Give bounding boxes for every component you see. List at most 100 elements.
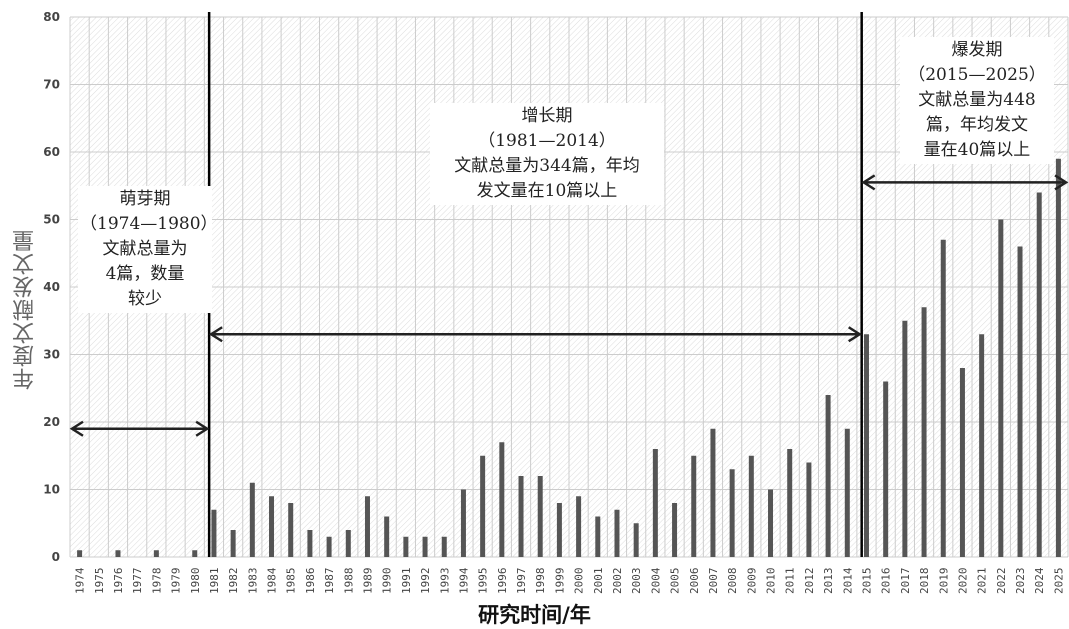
x-tick-label: 2013 xyxy=(822,568,835,595)
bar xyxy=(77,550,83,557)
y-tick-label: 10 xyxy=(43,483,60,497)
arrow-growth-period xyxy=(208,326,863,343)
x-tick-label: 2009 xyxy=(745,568,758,595)
y-tick-label: 70 xyxy=(43,78,60,92)
annotation-line: 4篇，数量 xyxy=(105,264,185,284)
period-arrows xyxy=(69,174,1069,437)
x-tick-label: 2005 xyxy=(669,568,682,595)
x-tick-label: 2017 xyxy=(899,568,912,595)
x-tick-label: 2022 xyxy=(995,568,1008,595)
arrow-head-left xyxy=(208,326,223,343)
x-tick-label: 1977 xyxy=(131,568,144,595)
x-tick-label: 2016 xyxy=(880,568,893,595)
x-tick-label: 2021 xyxy=(976,568,989,595)
x-tick-label: 1988 xyxy=(342,568,355,595)
x-tick-label: 2014 xyxy=(841,567,854,594)
x-tick-label: 1990 xyxy=(381,568,394,595)
x-tick-label: 1997 xyxy=(515,568,528,595)
bar xyxy=(460,489,466,557)
x-tick-labels: 1974 1975 1976 1977 1978 1979 1980 1981 1982 1983… xyxy=(74,567,1066,594)
bar xyxy=(307,530,313,557)
annotation-line: 文献总量为448 xyxy=(918,90,1036,110)
bar xyxy=(940,239,946,557)
bar xyxy=(211,509,217,557)
x-tick-label: 2010 xyxy=(765,568,778,595)
x-tick-label: 1987 xyxy=(323,568,336,595)
bar xyxy=(595,516,601,557)
bar xyxy=(633,523,639,557)
x-tick-label: 1986 xyxy=(304,568,317,595)
x-tick-label: 2004 xyxy=(649,567,662,594)
bar xyxy=(1036,192,1042,557)
x-tick-label: 1996 xyxy=(496,568,509,595)
bar xyxy=(422,536,428,557)
bar xyxy=(902,320,908,557)
y-tick-label: 30 xyxy=(43,348,60,362)
x-tick-label: 2024 xyxy=(1033,567,1046,594)
x-tick-label: 1989 xyxy=(361,568,374,595)
x-tick-label: 1991 xyxy=(400,568,413,595)
bar xyxy=(518,476,524,557)
bar xyxy=(748,455,754,557)
annotation-line: 较少 xyxy=(128,289,162,309)
bar xyxy=(652,449,658,557)
annotation-line: 量在40篇以上 xyxy=(923,140,1031,160)
annotation-line: 文献总量为344篇，年均 xyxy=(454,156,640,176)
x-tick-label: 1999 xyxy=(553,568,566,595)
x-tick-label: 2018 xyxy=(918,568,931,595)
bar xyxy=(249,482,255,557)
bar xyxy=(288,503,294,557)
arrow-head-left xyxy=(69,420,84,437)
arrow-head-right xyxy=(848,326,863,343)
y-tick-label: 40 xyxy=(43,280,60,294)
bar xyxy=(403,536,409,557)
period-annotation-sprouting: 萌芽期 （1974—1980） 文献总量为 4篇，数量 较少 xyxy=(78,186,218,313)
bar xyxy=(959,368,965,557)
bar xyxy=(326,536,332,557)
x-tick-label: 1985 xyxy=(285,568,298,595)
x-tick-label: 2012 xyxy=(803,568,816,595)
bar xyxy=(345,530,351,557)
x-tick-label: 1974 xyxy=(74,567,87,594)
bar xyxy=(691,455,697,557)
arrow-head-left xyxy=(861,174,876,191)
arrow-sprouting-period xyxy=(69,420,210,437)
bar xyxy=(384,516,390,557)
x-tick-label: 2006 xyxy=(688,568,701,595)
bar xyxy=(1055,158,1061,557)
period-annotation-growth: 增长期 （1981—2014） 文献总量为344篇，年均 发文量在10篇以上 xyxy=(430,103,664,205)
x-tick-label: 2000 xyxy=(573,568,586,595)
bar xyxy=(998,219,1004,557)
x-tick-label: 2008 xyxy=(726,568,739,595)
x-tick-label: 1982 xyxy=(227,568,240,595)
x-tick-label: 1976 xyxy=(112,568,125,595)
bar xyxy=(269,496,275,557)
annotation-line: 发文量在10篇以上 xyxy=(476,181,618,201)
bar xyxy=(806,462,812,557)
bar xyxy=(863,334,869,557)
y-tick-labels: 0 10 20 30 40 50 60 70 80 xyxy=(43,10,60,564)
x-tick-label: 1978 xyxy=(150,568,163,595)
bar xyxy=(537,476,543,557)
x-tick-label: 1992 xyxy=(419,568,432,595)
bar xyxy=(979,334,985,557)
x-tick-label: 2011 xyxy=(784,568,797,595)
bar xyxy=(710,428,716,557)
arrow-head-right xyxy=(195,420,210,437)
x-tick-label: 2019 xyxy=(937,568,950,595)
x-tick-label: 2007 xyxy=(707,568,720,595)
bar xyxy=(153,550,159,557)
x-tick-label: 2003 xyxy=(630,568,643,595)
annotation-line: 萌芽期 xyxy=(119,189,171,209)
y-tick-label: 50 xyxy=(43,213,60,227)
x-tick-label: 1995 xyxy=(477,568,490,595)
bar xyxy=(768,489,774,557)
bar xyxy=(729,469,735,557)
annotation-line: （1974—1980） xyxy=(80,214,218,234)
x-axis-label: 研究时间/年 xyxy=(478,603,591,627)
x-tick-label: 1994 xyxy=(457,567,470,594)
bars xyxy=(77,158,1061,557)
bar xyxy=(787,449,793,557)
bar xyxy=(1017,246,1023,557)
bar xyxy=(576,496,582,557)
